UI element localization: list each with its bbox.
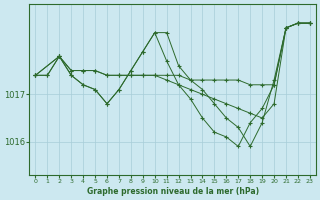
X-axis label: Graphe pression niveau de la mer (hPa): Graphe pression niveau de la mer (hPa) — [87, 187, 259, 196]
